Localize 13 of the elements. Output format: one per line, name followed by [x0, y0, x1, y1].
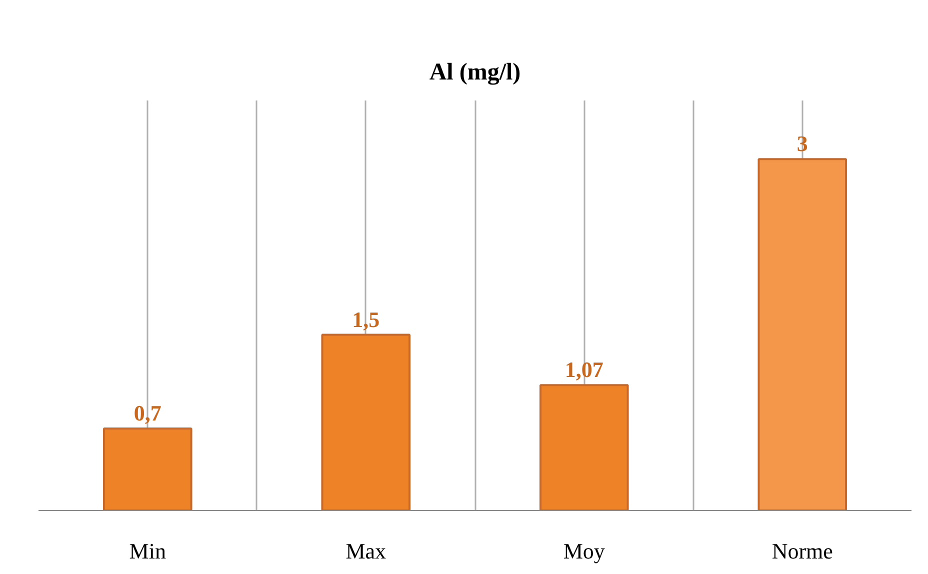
bar [539, 384, 629, 510]
x-tick-label: Norme [772, 538, 833, 564]
x-tick-label: Moy [563, 538, 605, 564]
data-label: 1,07 [564, 357, 604, 382]
x-tick-label: Min [129, 538, 166, 564]
data-label: 3 [796, 131, 808, 156]
data-label: 1,5 [352, 306, 380, 332]
bar [321, 334, 411, 510]
bar [758, 158, 848, 510]
bar [102, 428, 192, 510]
x-tick-label: Max [346, 538, 386, 564]
data-label: 0,7 [134, 400, 162, 426]
chart-title: Al (mg/l) [429, 60, 521, 86]
